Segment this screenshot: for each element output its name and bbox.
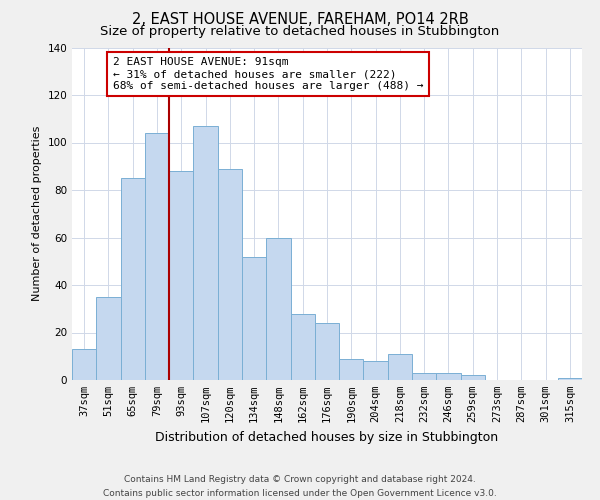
Bar (218, 168, 242, 380)
Bar (193, 126, 218, 380)
Y-axis label: Number of detached properties: Number of detached properties (32, 126, 42, 302)
Bar (96, 297, 121, 380)
Bar (145, 133, 169, 380)
Bar (315, 323, 339, 380)
Bar (558, 378, 582, 380)
Bar (436, 373, 461, 380)
X-axis label: Distribution of detached houses by size in Stubbington: Distribution of detached houses by size … (155, 430, 499, 444)
Text: Contains HM Land Registry data © Crown copyright and database right 2024.
Contai: Contains HM Land Registry data © Crown c… (103, 476, 497, 498)
Bar (290, 314, 315, 380)
Text: 2 EAST HOUSE AVENUE: 91sqm
← 31% of detached houses are smaller (222)
68% of sem: 2 EAST HOUSE AVENUE: 91sqm ← 31% of deta… (113, 58, 424, 90)
Bar (388, 354, 412, 380)
Bar (412, 373, 436, 380)
Bar (339, 358, 364, 380)
Bar (169, 171, 193, 380)
Bar (364, 361, 388, 380)
Text: Size of property relative to detached houses in Stubbington: Size of property relative to detached ho… (100, 25, 500, 38)
Bar (242, 256, 266, 380)
Bar (121, 178, 145, 380)
Bar (266, 238, 290, 380)
Bar (72, 349, 96, 380)
Bar (461, 375, 485, 380)
Text: 2, EAST HOUSE AVENUE, FAREHAM, PO14 2RB: 2, EAST HOUSE AVENUE, FAREHAM, PO14 2RB (131, 12, 469, 28)
